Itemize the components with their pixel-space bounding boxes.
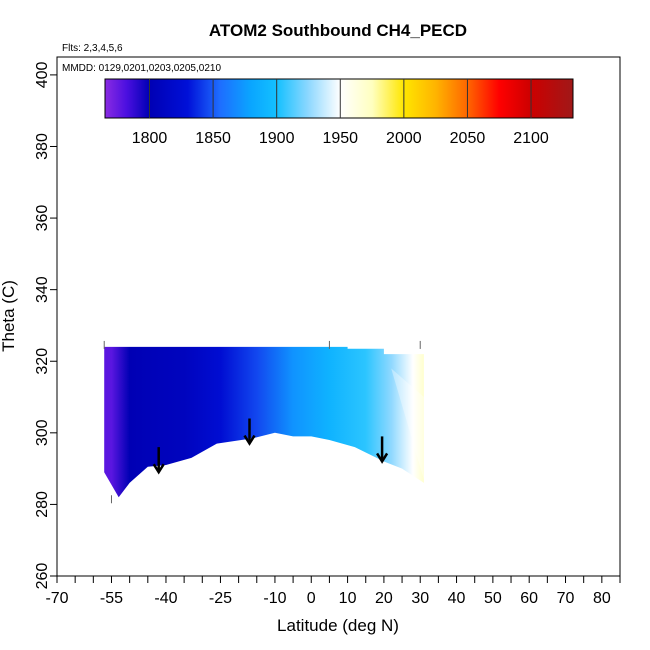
colorbar-tick-label: 1800 (132, 130, 168, 147)
arrow-head (243, 434, 256, 446)
x-tick-label: 50 (484, 590, 502, 607)
y-tick-label: 380 (34, 133, 51, 160)
x-tick-label: 10 (339, 590, 357, 607)
colorbar-tick-label: 1850 (195, 130, 231, 147)
colorbar-tick-label: 2100 (513, 130, 549, 147)
arrow-head (152, 463, 165, 475)
down-arrow-icon (376, 436, 389, 464)
arrow-head (376, 452, 389, 464)
colorbar: 1800 1850 1900 1950 2000 2050 2100 (104, 78, 574, 147)
colorbar-bar (104, 78, 574, 119)
colorbar-tick-label: 1950 (322, 130, 358, 147)
flights-label: Flts: 2,3,4,5,6 (62, 43, 123, 54)
x-axis-label: Latitude (deg N) (277, 616, 399, 635)
y-tick-label: 260 (34, 563, 51, 590)
down-arrow-icon (152, 447, 165, 475)
down-arrow-icon (243, 418, 256, 446)
plot-frame (56, 56, 621, 577)
chart-title: ATOM2 Southbound CH4_PECD (209, 21, 467, 40)
arrow-markers (152, 418, 389, 475)
x-tick-label: -40 (154, 590, 177, 607)
x-tick-label: 0 (307, 590, 316, 607)
x-axis: -70 -55 -40 -25 -10 0 10 20 30 40 50 60 70 80 (45, 576, 621, 607)
y-axis: 260 280 300 320 340 360 380 400 (34, 61, 57, 589)
y-tick-label: 400 (34, 61, 51, 88)
y-tick-label: 300 (34, 419, 51, 446)
y-tick-label: 320 (34, 348, 51, 375)
heatmap-highlight (391, 368, 424, 480)
heatmap-region (104, 346, 424, 498)
colorbar-tick-label: 1900 (259, 130, 295, 147)
y-tick-label: 340 (34, 276, 51, 303)
x-tick-label: -25 (209, 590, 232, 607)
x-tick-label: 30 (411, 590, 429, 607)
colorbar-tick-label: 2050 (450, 130, 486, 147)
y-tick-label: 280 (34, 491, 51, 518)
x-tick-label: -55 (100, 590, 123, 607)
heatmap-field (103, 340, 424, 504)
x-tick-label: 40 (448, 590, 466, 607)
x-tick-label: 20 (375, 590, 393, 607)
x-tick-label: 70 (557, 590, 575, 607)
y-axis-label: Theta (C) (0, 280, 18, 352)
x-tick-label: 60 (520, 590, 538, 607)
x-tick-label: -70 (45, 590, 68, 607)
x-tick-label: -10 (263, 590, 286, 607)
x-tick-label: 80 (593, 590, 611, 607)
y-tick-label: 360 (34, 205, 51, 232)
dates-label: MMDD: 0129,0201,0203,0205,0210 (62, 63, 221, 74)
colorbar-tick-label: 2000 (386, 130, 422, 147)
